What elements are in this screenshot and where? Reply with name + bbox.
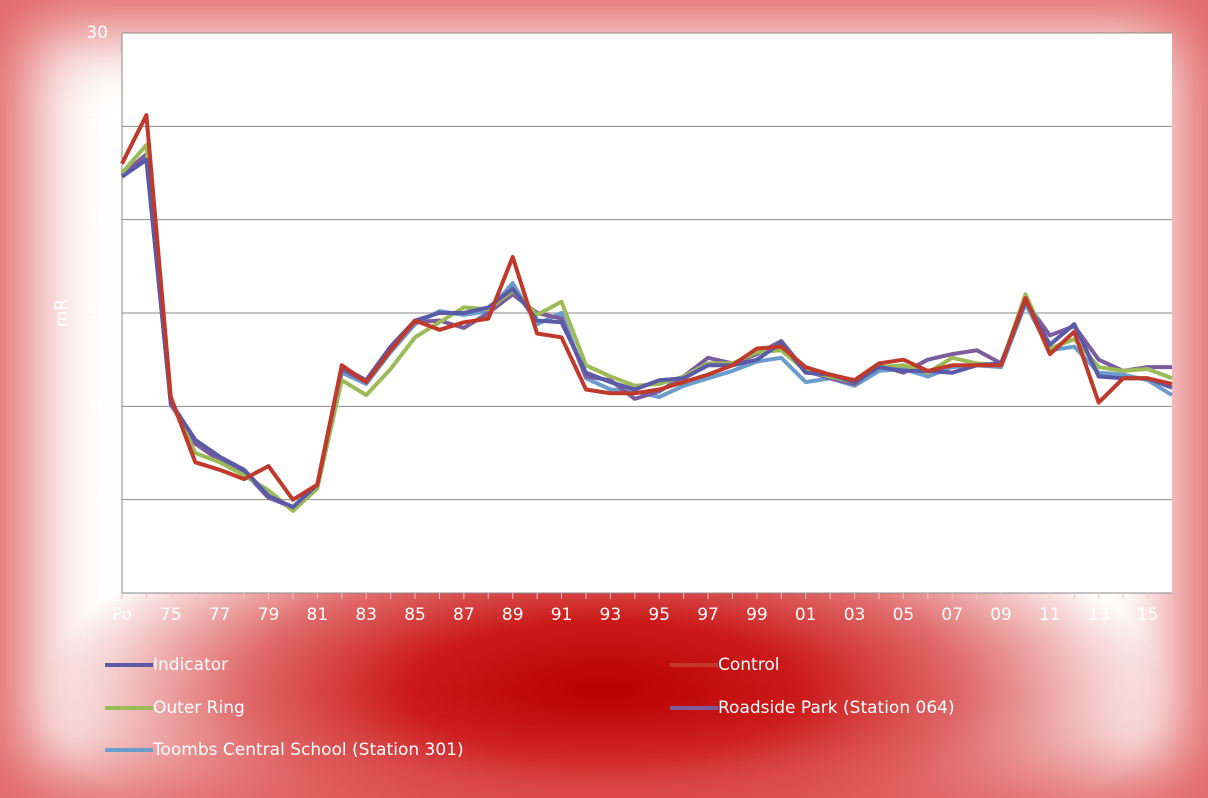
legend-label: Indicator bbox=[153, 655, 228, 675]
x-tick-label: 03 bbox=[844, 605, 866, 625]
legend-label: Outer Ring bbox=[153, 698, 245, 718]
x-tick-label: 89 bbox=[502, 605, 524, 625]
x-tick-label: 85 bbox=[404, 605, 426, 625]
x-tick-label: 97 bbox=[697, 605, 719, 625]
x-tick-label: 93 bbox=[600, 605, 622, 625]
y-axis-title: mR bbox=[52, 299, 72, 328]
x-tick-label: 75 bbox=[160, 605, 182, 625]
y-tick-label: 25 bbox=[86, 116, 108, 136]
y-tick-label: 5 bbox=[97, 490, 108, 510]
x-tick-label: 13 bbox=[1088, 605, 1110, 625]
y-tick-label: 30 bbox=[86, 23, 108, 43]
x-tick-label: 91 bbox=[551, 605, 573, 625]
y-tick-label: 20 bbox=[86, 210, 108, 230]
x-tick-label: 81 bbox=[307, 605, 329, 625]
x-tick-label: 99 bbox=[746, 605, 768, 625]
x-tick-label: 01 bbox=[795, 605, 817, 625]
x-tick-label: 87 bbox=[453, 605, 475, 625]
x-tick-label: 11 bbox=[1039, 605, 1061, 625]
y-tick-label: 15 bbox=[86, 303, 108, 323]
y-tick-label: 10 bbox=[86, 396, 108, 416]
x-tick-label: 09 bbox=[990, 605, 1012, 625]
x-tick-label: 05 bbox=[893, 605, 915, 625]
x-tick-label: 77 bbox=[209, 605, 231, 625]
x-tick-label: 95 bbox=[648, 605, 670, 625]
y-tick-label: 0 bbox=[97, 583, 108, 603]
legend-label: Toombs Central School (Station 301) bbox=[152, 740, 464, 760]
legend-label: Control bbox=[718, 655, 779, 675]
x-tick-label: 15 bbox=[1137, 605, 1159, 625]
x-tick-label: 79 bbox=[258, 605, 280, 625]
series-line bbox=[120, 113, 1173, 502]
x-tick-label: Po bbox=[112, 605, 132, 625]
x-tick-label: 07 bbox=[941, 605, 963, 625]
legend-label: Roadside Park (Station 064) bbox=[718, 698, 955, 718]
x-tick-label: 83 bbox=[355, 605, 377, 625]
